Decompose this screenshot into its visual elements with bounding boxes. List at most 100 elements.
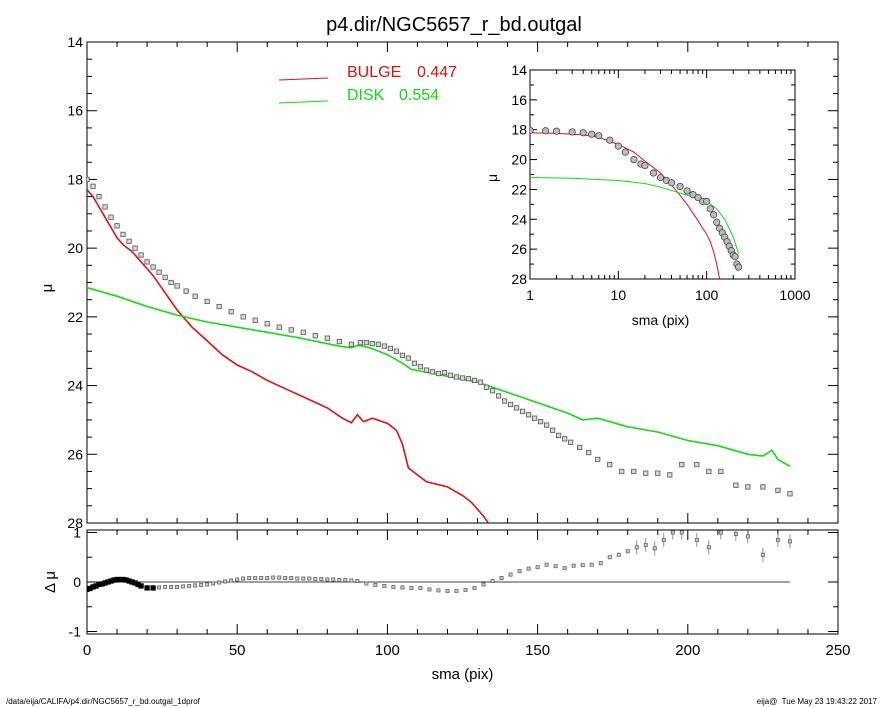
residual-point: [319, 577, 324, 581]
inset-chart: 14 16 18 20 22 24 26 281 10 100 1000 sma (pix) μ: [484, 62, 811, 328]
residual-point: [625, 549, 630, 554]
inset-data-point: [703, 197, 711, 205]
residual-point: [295, 576, 300, 581]
data-point: [348, 341, 354, 347]
residual-point: [670, 530, 675, 535]
data-point: [775, 487, 781, 493]
data-point: [174, 283, 180, 289]
legend-value: 0.447: [417, 64, 457, 81]
residual-point: [157, 585, 162, 590]
residual-point: [169, 585, 174, 589]
inset-x-tick-label: 100: [695, 287, 719, 303]
inset-data-point: [621, 148, 629, 156]
residual-point: [138, 583, 144, 589]
data-point: [513, 405, 520, 411]
resid-y-axis-label: Δ μ: [42, 571, 59, 593]
inset-data-point: [706, 205, 714, 213]
y-tick-label: 28: [67, 515, 83, 531]
residual-point: [775, 537, 780, 542]
residual-point: [589, 562, 594, 567]
residual-point: [634, 545, 639, 550]
data-point: [441, 369, 448, 376]
main-y-axis-label: μ: [39, 284, 56, 293]
residual-point: [760, 552, 765, 557]
residual-point: [355, 579, 360, 583]
inset-data-point: [694, 194, 702, 202]
residual-point: [259, 576, 264, 580]
residual-point: [526, 566, 531, 571]
data-point: [667, 472, 673, 478]
y-tick-label: 24: [67, 378, 83, 394]
residual-point: [223, 579, 228, 584]
data-point: [150, 264, 156, 270]
residual-point: [616, 552, 621, 557]
data-point: [525, 412, 532, 418]
residual-point: [745, 534, 750, 539]
residual-point: [436, 588, 441, 593]
data-point: [465, 376, 472, 382]
residual-point: [382, 584, 387, 588]
inset-data-point: [641, 161, 649, 170]
residual-point: [343, 578, 348, 582]
residual-point: [253, 576, 258, 580]
inset-x-tick-label: 10: [611, 287, 627, 303]
inset-data-point: [713, 218, 721, 226]
y-tick-label: 22: [67, 309, 83, 325]
data-point: [102, 204, 108, 210]
residual-point: [265, 576, 270, 580]
inset-y-tick-label: 14: [511, 62, 527, 78]
residual-point: [562, 566, 567, 571]
data-point: [393, 348, 400, 354]
residual-point: [229, 578, 234, 583]
inset-y-tick-label: 18: [511, 122, 527, 138]
data-point: [108, 214, 114, 220]
residual-point: [175, 585, 180, 589]
data-point: [399, 352, 406, 358]
legend-swatch: [278, 77, 329, 81]
residual-point: [733, 532, 738, 536]
data-point: [240, 314, 246, 320]
data-point: [718, 468, 724, 475]
data-point: [562, 436, 568, 442]
inset-data-point: [656, 173, 665, 182]
data-point: [595, 456, 601, 463]
data-point: [369, 341, 375, 347]
footer-file-path: /data/eija/CALIFA/p4.dir/NGC5657_r_bd.ou…: [6, 697, 200, 706]
legend: BULGE 0.447 DISK 0.554: [278, 64, 457, 104]
residual-point: [580, 563, 585, 568]
data-point: [577, 444, 583, 451]
data-point: [417, 364, 424, 370]
inset-x-tick-label: 1: [526, 287, 534, 303]
inset-data-point: [541, 127, 550, 135]
data-point: [300, 329, 306, 335]
data-point: [114, 223, 120, 229]
data-point: [144, 259, 150, 265]
inset-y-tick-label: 20: [511, 152, 527, 168]
inset-data-point: [595, 132, 603, 140]
data-point: [264, 321, 270, 327]
residual-point: [706, 545, 711, 550]
x-tick-label: 100: [375, 642, 400, 659]
data-point: [568, 439, 574, 445]
data-point: [477, 379, 484, 385]
inset-data-point: [568, 128, 576, 136]
data-point: [694, 461, 700, 468]
residual-point: [544, 562, 549, 567]
chart-title: p4.dir/NGC5657_r_bd.outgal: [326, 14, 582, 36]
residual-point: [409, 585, 414, 590]
data-point: [216, 303, 222, 310]
y-tick-label: 16: [67, 103, 83, 119]
data-point: [745, 484, 751, 490]
inset-data-point: [731, 253, 739, 261]
residual-point: [349, 578, 354, 583]
data-point: [204, 298, 210, 304]
residual-point: [373, 583, 378, 587]
residual-point: [454, 588, 459, 593]
residual-point: [241, 576, 246, 581]
y-tick-label: 14: [67, 34, 83, 50]
resid-y-tick-label: 0: [73, 574, 81, 590]
residual-point: [607, 555, 612, 560]
inset-data-point: [710, 211, 718, 219]
data-point: [312, 333, 318, 339]
data-point: [183, 288, 189, 294]
